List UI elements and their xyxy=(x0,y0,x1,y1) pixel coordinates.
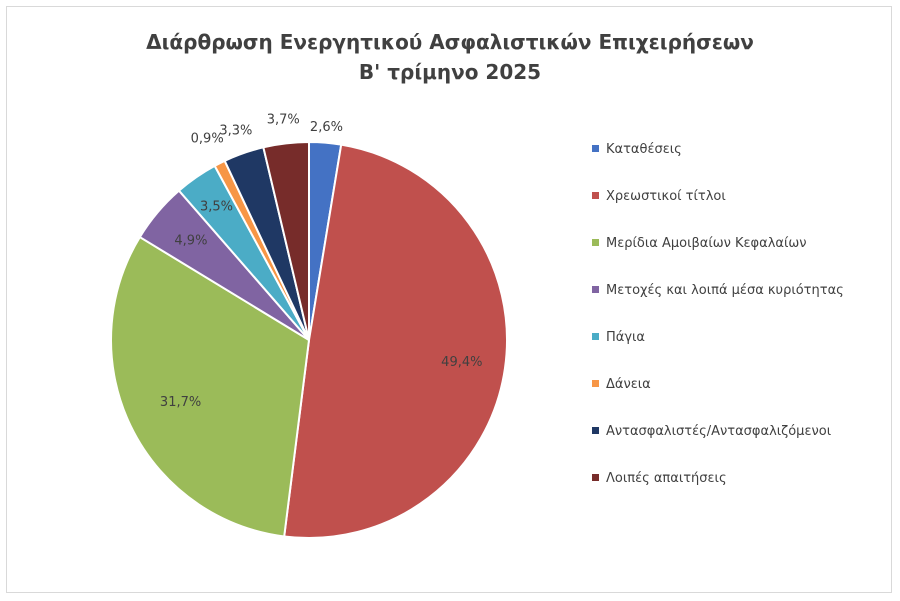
legend-item: Χρεωστικοί τίτλοι xyxy=(592,185,844,208)
legend-swatch xyxy=(592,427,599,434)
pie-data-label: 3,5% xyxy=(200,200,233,215)
legend-item: Δάνεια xyxy=(592,373,844,396)
legend-swatch xyxy=(592,192,599,199)
chart-title-line-1: Διάρθρωση Ενεργητικού Ασφαλιστικών Επιχε… xyxy=(146,30,754,54)
pie-data-label: 31,7% xyxy=(160,395,201,410)
legend-item: Μερίδια Αμοιβαίων Κεφαλαίων xyxy=(592,232,844,255)
legend-label: Λοιπές απαιτήσεις xyxy=(606,471,727,486)
pie-data-label: 0,9% xyxy=(191,132,224,147)
pie-slices xyxy=(110,140,509,539)
pie-data-label: 49,4% xyxy=(441,355,482,370)
chart-title-line-2: Β' τρίμηνο 2025 xyxy=(358,60,542,84)
pie-slice xyxy=(283,143,509,539)
legend-swatch xyxy=(592,286,599,293)
pie-slice xyxy=(110,235,311,538)
legend-swatch xyxy=(592,333,599,340)
legend-swatch xyxy=(592,239,599,246)
pie-labels: 2,6% 49,4% 31,7% 4,9% 3,5% 0,9%3,3% 3,7% xyxy=(160,113,483,410)
legend: Καταθέσεις Χρεωστικοί τίτλοι Μερίδια Αμοιβ… xyxy=(592,138,844,514)
pie-data-label: 2,6% xyxy=(310,120,343,135)
legend-label: Μετοχές και λοιπά μέσα κυριότητας xyxy=(606,283,844,298)
legend-label: Χρεωστικοί τίτλοι xyxy=(606,189,726,204)
pie-data-label: 3,7% xyxy=(267,113,300,128)
legend-label: Πάγια xyxy=(606,330,646,345)
legend-swatch xyxy=(592,474,599,481)
legend-label: Καταθέσεις xyxy=(606,142,682,157)
pie-data-label: 4,9% xyxy=(174,233,207,248)
legend-item: Καταθέσεις xyxy=(592,138,844,161)
legend-item: Πάγια xyxy=(592,326,844,349)
legend-swatch xyxy=(592,145,599,152)
pie-data-label: 3,3% xyxy=(219,124,252,139)
legend-item: Λοιπές απαιτήσεις xyxy=(592,467,844,490)
legend-label: Μερίδια Αμοιβαίων Κεφαλαίων xyxy=(606,236,807,251)
legend-item: Μετοχές και λοιπά μέσα κυριότητας xyxy=(592,279,844,302)
chart-title: Διάρθρωση Ενεργητικού Ασφαλιστικών Επιχε… xyxy=(7,27,893,87)
legend-item: Αντασφαλιστές/Αντασφαλιζόμενοι xyxy=(592,420,844,443)
legend-label: Αντασφαλιστές/Αντασφαλιζόμενοι xyxy=(606,424,832,439)
legend-swatch xyxy=(592,380,599,387)
pie-slice xyxy=(262,140,310,341)
legend-label: Δάνεια xyxy=(606,377,651,392)
